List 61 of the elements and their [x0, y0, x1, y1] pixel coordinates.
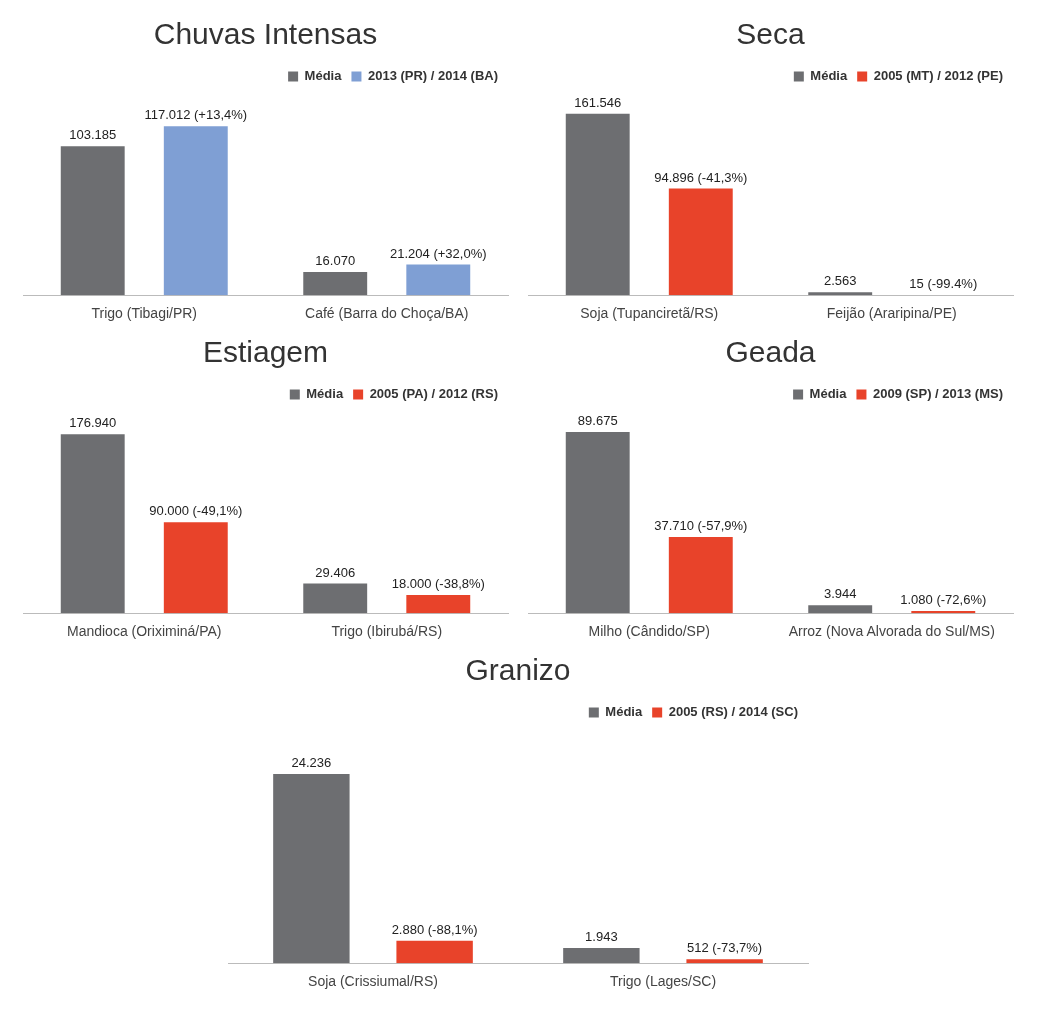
bar [303, 583, 368, 614]
legend-label: 2005 (MT) / 2012 (PE) [873, 68, 1003, 84]
bar [60, 146, 125, 296]
legend-label: 2005 (PA) / 2012 (RS) [369, 386, 499, 402]
legend-label: Média [306, 386, 344, 402]
data-label: 2.563 [823, 273, 857, 289]
data-label: 37.710 (-57,9%) [654, 518, 748, 534]
x-tick-label: Soja (Crissiumal/RS) [308, 973, 438, 990]
bar [406, 264, 471, 296]
chart-title: Estiagem [202, 335, 329, 369]
bar [273, 774, 350, 964]
legend-label: 2009 (SP) / 2013 (MS) [872, 386, 1004, 402]
data-label: 16.070 [315, 253, 356, 269]
x-tick-label: Trigo (Tibagi/PR) [91, 305, 198, 322]
bar [303, 271, 368, 296]
x-tick-label: Café (Barra do Choça/BA) [305, 305, 469, 322]
legend-label: Média [304, 68, 343, 84]
chart-title: Geada [725, 335, 816, 369]
legend-label: Média [605, 704, 643, 720]
data-label: 24.236 [291, 755, 332, 771]
bar [911, 611, 976, 614]
chart-title: Seca [736, 17, 805, 51]
x-tick-label: Trigo (Lages/SC) [609, 973, 717, 990]
bar [396, 940, 473, 964]
data-label: 94.896 (-41,3%) [654, 169, 748, 185]
x-tick-label: Mandioca (Oriximiná/PA) [66, 623, 222, 640]
data-label: 117.012 (+13,4%) [144, 107, 248, 123]
data-label: 512 (-73,7%) [687, 940, 763, 956]
x-tick-label: Arroz (Nova Alvorada do Sul/MS) [788, 623, 995, 640]
chart-title: Granizo [465, 653, 571, 687]
legend-label: 2005 (RS) / 2014 (SC) [668, 704, 799, 720]
data-label: 2.880 (-88,1%) [391, 921, 478, 937]
x-tick-label: Trigo (Ibirubá/RS) [331, 623, 443, 640]
bar [563, 948, 640, 964]
data-label: 1.080 (-72,6%) [900, 592, 987, 608]
data-label: 3.944 [823, 586, 857, 602]
bar [163, 522, 228, 614]
x-tick-label: Milho (Cândido/SP) [588, 623, 710, 640]
data-label: 103.185 [69, 127, 117, 143]
data-label: 1.943 [585, 929, 618, 945]
bar [406, 595, 471, 614]
legend-label: Média [810, 68, 848, 84]
data-label: 90.000 (-49,1%) [149, 503, 243, 519]
x-tick-label: Soja (Tupanciretã/RS) [580, 305, 719, 322]
bar [808, 605, 873, 614]
data-label: 18.000 (-38,8%) [391, 576, 485, 592]
bar [60, 434, 125, 614]
legend-label: Média [809, 386, 848, 402]
chart-title: Chuvas Intensas [153, 17, 378, 51]
data-label: 21.204 (+32,0%) [390, 245, 487, 261]
data-label: 89.675 [577, 412, 618, 428]
data-label: 161.546 [574, 94, 622, 110]
data-label: 29.406 [315, 564, 356, 580]
bar [565, 431, 630, 614]
data-label: 15 (-99.4%) [909, 276, 978, 292]
legend-label: 2013 (PR) / 2014 (BA) [367, 68, 499, 84]
data-label: 176.940 [69, 415, 117, 431]
bar [163, 126, 228, 296]
x-tick-label: Feijão (Araripina/PE) [826, 305, 957, 322]
bar [686, 959, 763, 964]
bar [668, 536, 733, 614]
